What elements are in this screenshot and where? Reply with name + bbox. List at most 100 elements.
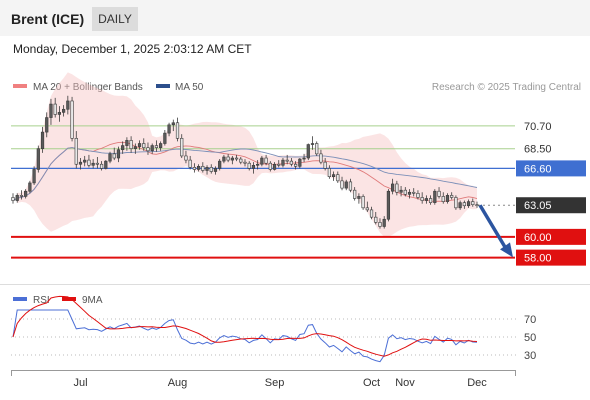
candle (201, 162, 205, 173)
candle (466, 199, 471, 208)
candle (209, 164, 213, 174)
candle-body (289, 160, 294, 165)
candle-body (348, 181, 353, 191)
level-label-66.60: 66.60 (524, 163, 552, 175)
candle-body (78, 161, 83, 165)
candle (83, 155, 87, 167)
rsi-9ma-line (12, 295, 478, 357)
candle-body (28, 182, 32, 192)
candle (99, 161, 104, 171)
level-tag-58.00 (516, 249, 586, 266)
rsi-tick-label-70: 70 (524, 314, 536, 326)
candle (196, 164, 201, 172)
candle (437, 187, 441, 199)
candle-body (310, 143, 315, 145)
legend-swatch-ma50 (156, 84, 170, 88)
candle-body (108, 153, 112, 162)
rsi-tick-label-30: 30 (524, 350, 536, 362)
candle-body (213, 168, 218, 172)
candle (319, 149, 323, 165)
candle (192, 163, 196, 173)
candle (336, 171, 340, 183)
candle (289, 158, 294, 167)
candle (462, 200, 466, 209)
candle-body (466, 201, 471, 207)
candle (378, 218, 382, 229)
candle-body (104, 160, 108, 169)
research-credit: Research © 2025 Trading Central (432, 82, 581, 93)
candle-body (344, 181, 348, 189)
candle (450, 192, 454, 200)
candle-body (91, 162, 95, 166)
candle-body (154, 145, 159, 148)
candle-body (192, 167, 196, 170)
level-tag-63.05 (516, 197, 586, 214)
candle-body (150, 145, 154, 152)
candle (36, 145, 40, 173)
candle-body (433, 190, 437, 203)
candle-body (175, 122, 180, 139)
candle-body (319, 153, 323, 163)
candle (226, 153, 230, 163)
candle (331, 171, 336, 181)
candle (403, 187, 407, 197)
candle-body (74, 138, 78, 165)
candle-body (331, 174, 336, 178)
x-tick-label-Jul: Jul (73, 377, 87, 389)
candle-body (45, 117, 49, 133)
candle-body (36, 148, 40, 170)
candle-body (87, 159, 91, 166)
candle-body (412, 191, 416, 194)
candle (40, 126, 45, 153)
candle (213, 166, 218, 175)
candle (369, 206, 374, 220)
candle (146, 142, 150, 155)
candle (24, 189, 28, 199)
level-label-60.00: 60.00 (524, 232, 552, 244)
candle (247, 161, 251, 171)
candle-body (306, 144, 310, 159)
candle-body (83, 159, 87, 163)
candle-body (437, 190, 441, 197)
candle (53, 97, 57, 118)
candle (353, 187, 357, 201)
candle-body (272, 163, 277, 170)
candle-body (184, 155, 188, 161)
candle (277, 160, 281, 168)
candle (66, 95, 70, 115)
candle (28, 180, 32, 194)
candle-body (420, 197, 424, 201)
candle-body (454, 197, 458, 209)
candle-body (226, 156, 230, 161)
candle (251, 162, 256, 174)
candle-body (298, 158, 302, 167)
candle (171, 119, 175, 132)
candle-body (116, 149, 121, 159)
candle (184, 150, 188, 164)
candle (234, 154, 239, 162)
timeframe-button[interactable]: DAILY (92, 7, 138, 31)
candle (428, 195, 433, 205)
x-tick-label-Dec: Dec (467, 377, 487, 389)
candle-body (475, 204, 479, 207)
candle-body (264, 157, 268, 164)
candle-body (458, 202, 462, 209)
candle (285, 154, 289, 165)
level-tag-66.60 (516, 160, 586, 177)
candle-body (336, 174, 340, 182)
candle (344, 179, 348, 191)
candle (471, 198, 475, 207)
level-label-63.05: 63.05 (524, 200, 552, 212)
candle (298, 158, 302, 169)
candle-body (40, 131, 45, 149)
candle-body (285, 159, 289, 162)
candle-body (323, 161, 327, 169)
candle-body (281, 159, 285, 166)
candle (32, 166, 36, 185)
candle (315, 141, 319, 156)
candle (129, 136, 133, 153)
chart-header: Brent (ICE) DAILY (0, 0, 590, 36)
candle-body (239, 158, 243, 163)
candle-body (180, 138, 184, 157)
